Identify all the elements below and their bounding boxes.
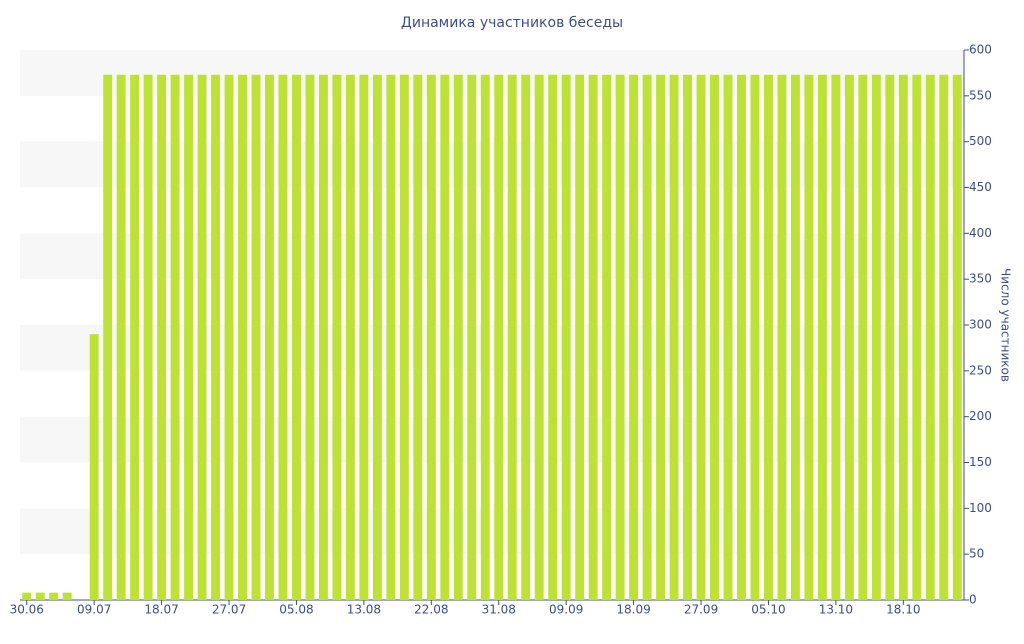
bar <box>413 74 423 600</box>
x-tick-label: 13.08 <box>347 603 381 617</box>
x-tick-label: 18.09 <box>616 603 650 617</box>
bar <box>103 74 113 600</box>
bar <box>22 592 32 600</box>
bar <box>278 74 288 600</box>
bar <box>602 74 612 600</box>
bar <box>184 74 194 600</box>
y-tick-label: 50 <box>969 547 984 561</box>
bar <box>251 74 261 600</box>
x-tick-label: 27.09 <box>684 603 718 617</box>
y-tick-label: 350 <box>969 272 992 286</box>
bar <box>224 74 234 600</box>
bar <box>764 74 773 600</box>
x-tick-label: 18.07 <box>144 603 178 617</box>
bar <box>737 74 746 600</box>
bar <box>683 74 692 600</box>
bar <box>359 74 369 600</box>
bar <box>804 74 814 600</box>
bar <box>345 74 355 600</box>
x-tick-label: 13.10 <box>819 603 853 617</box>
bar <box>116 74 126 600</box>
bar <box>817 74 827 600</box>
x-tick-label: 18.10 <box>886 603 920 617</box>
bar <box>669 74 679 600</box>
bar <box>925 74 935 600</box>
y-tick-label: 600 <box>969 43 992 57</box>
bar <box>642 74 652 600</box>
bar <box>588 74 598 600</box>
bar <box>399 74 409 600</box>
bar <box>197 74 207 600</box>
bar <box>62 592 72 600</box>
bar <box>426 74 436 600</box>
bar <box>615 74 625 600</box>
x-tick-label: 31.08 <box>482 603 516 617</box>
bar <box>858 74 868 600</box>
chart-title: Динамика участников беседы <box>401 15 623 31</box>
y-tick-label: 250 <box>969 363 992 377</box>
bar <box>777 74 787 600</box>
bar <box>831 74 841 600</box>
bar <box>952 74 962 600</box>
bar <box>898 74 908 600</box>
x-tick-label: 09.07 <box>77 603 111 617</box>
x-tick-label: 22.08 <box>414 603 448 617</box>
bar <box>130 74 140 600</box>
x-tick-label: 30.06 <box>10 603 44 617</box>
bar <box>292 74 301 600</box>
bar <box>49 592 59 600</box>
y-tick-label: 200 <box>969 409 992 423</box>
bar <box>211 74 220 600</box>
bar <box>143 74 153 600</box>
bar <box>238 74 247 600</box>
bar <box>507 74 517 600</box>
x-tick-label: 27.07 <box>212 603 246 617</box>
bar <box>453 74 463 600</box>
bar <box>723 74 733 600</box>
y-tick-label: 400 <box>969 226 992 240</box>
bar <box>885 74 895 600</box>
bar <box>521 74 531 600</box>
bar <box>710 74 719 600</box>
bar <box>696 74 706 600</box>
y-tick-label: 500 <box>969 134 992 148</box>
bar <box>386 74 396 600</box>
bar <box>372 74 382 600</box>
y-tick-label: 550 <box>969 88 992 102</box>
bar <box>844 74 854 600</box>
bar <box>480 74 490 600</box>
bar <box>89 334 99 600</box>
x-tick-label: 05.10 <box>751 603 785 617</box>
bar <box>170 74 180 600</box>
bar <box>332 74 342 600</box>
y-tick-label: 300 <box>969 318 992 332</box>
bar <box>494 74 504 600</box>
bar <box>440 74 450 600</box>
y-tick-label: 0 <box>969 593 977 607</box>
bar <box>629 74 639 600</box>
bar <box>939 74 949 600</box>
y-tick-label: 450 <box>969 180 992 194</box>
y-tick-label: 150 <box>969 455 992 469</box>
x-tick-label: 05.08 <box>279 603 313 617</box>
bar <box>305 74 315 600</box>
bar <box>656 74 666 600</box>
bar <box>575 74 585 600</box>
bar <box>871 74 881 600</box>
bar <box>790 74 800 600</box>
bar <box>35 592 45 600</box>
bar <box>534 74 544 600</box>
bar <box>467 74 477 600</box>
bar <box>548 74 558 600</box>
bar <box>750 74 760 600</box>
y-axis-title: Число участников <box>999 268 1013 382</box>
bar <box>265 74 274 600</box>
bar <box>561 74 571 600</box>
x-tick-label: 09.09 <box>549 603 583 617</box>
y-tick-label: 100 <box>969 501 992 515</box>
bar <box>912 74 922 600</box>
bar <box>157 74 167 600</box>
bar <box>318 74 328 600</box>
